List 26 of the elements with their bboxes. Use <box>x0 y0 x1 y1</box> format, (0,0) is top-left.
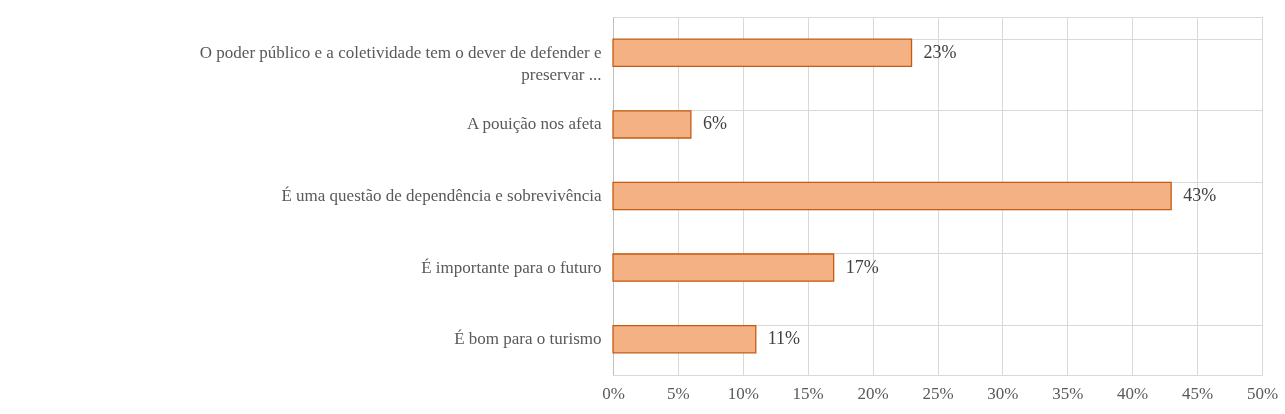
bar <box>612 324 757 354</box>
x-tick-label: 45% <box>1182 383 1214 403</box>
x-tick-label: 0% <box>602 383 625 403</box>
x-tick-label: 20% <box>857 383 889 403</box>
bar <box>612 110 692 139</box>
y-tick-label: É bom para o turismo <box>454 329 602 349</box>
data-label: 6% <box>702 113 727 134</box>
data-label: 17% <box>845 256 879 277</box>
y-tick-label: É importante para o futuro <box>421 257 602 277</box>
x-tick-label: 25% <box>922 383 954 403</box>
bar <box>612 181 1172 211</box>
y-tick-label: A pouição nos afeta <box>466 114 602 134</box>
x-tick-label: 15% <box>792 383 824 403</box>
x-tick-label: 5% <box>667 383 690 403</box>
data-label: 43% <box>1183 185 1217 205</box>
x-tick-label: 35% <box>1052 383 1084 403</box>
data-label: 23% <box>923 41 957 62</box>
data-label: 11% <box>767 328 801 349</box>
y-tick-label: É uma questão de dependência e sobrevivência <box>281 186 602 205</box>
x-tick-label: 10% <box>727 383 759 403</box>
x-tick-label: 50% <box>1246 383 1279 403</box>
bar <box>612 38 913 68</box>
y-tick-label: O poder público e a coletividade tem o dever de defender e preservar ... <box>199 42 602 84</box>
bar <box>612 253 835 282</box>
x-tick-label: 40% <box>1117 383 1149 403</box>
x-tick-label: 30% <box>987 383 1019 403</box>
